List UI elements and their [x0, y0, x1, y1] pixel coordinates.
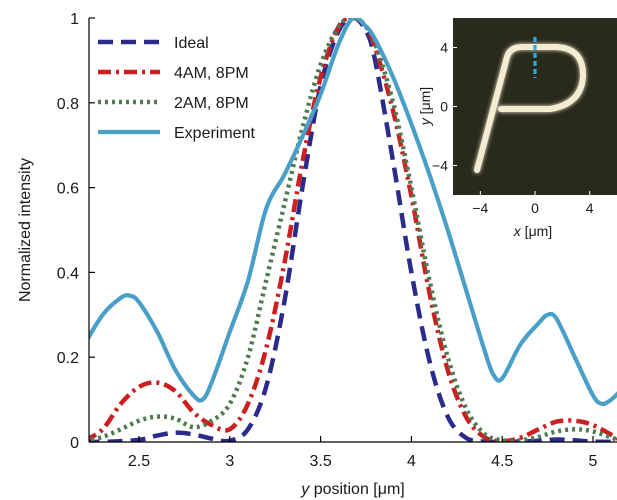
inset-ticks: −4 0 4 4 0 −4	[432, 40, 594, 217]
x-tick-label: 3.5	[309, 453, 331, 470]
legend-label-1: Ideal	[174, 35, 209, 52]
series-line-3	[89, 18, 617, 442]
inset-x-axis-label-var: x	[513, 223, 522, 239]
inset-x-tick-label: −4	[472, 200, 488, 216]
inset-x-tick-label: 0	[531, 200, 539, 216]
legend: Ideal 4AM, 8PM 2AM, 8PM Experiment	[98, 35, 255, 142]
inset-y-tick-label: 0	[440, 99, 448, 115]
y-tick-label: 1	[70, 11, 79, 28]
inset-x-axis-label: x [μm]	[513, 223, 552, 239]
x-axis-label-text: position [μm]	[309, 481, 404, 498]
ticks-layer: 2.5 3 3.5 4 4.5 5 0 0.2 0.4 0.6 0.8 1	[57, 11, 598, 470]
y-tick-label: 0.4	[57, 265, 79, 282]
inset-y-tick-label: 4	[440, 40, 448, 56]
y-axis-label: Normalized intensity	[17, 158, 34, 302]
series-layer	[89, 18, 617, 442]
y-tick-label: 0.8	[57, 96, 79, 113]
x-tick-label: 3	[225, 453, 234, 470]
x-tick-label: 4.5	[491, 453, 513, 470]
inset-y-axis-label-text: [μm]	[417, 87, 433, 118]
inset-x-tick-label: 4	[586, 200, 594, 216]
inset-image: −4 0 4 4 0 −4 x [μm] y [μm]	[417, 18, 617, 239]
x-tick-label: 4	[407, 453, 416, 470]
letter-p-glyph	[474, 44, 587, 173]
x-axis-label-var: y	[300, 481, 310, 498]
inset-y-axis-label-var: y	[417, 117, 433, 126]
legend-label-2: 4AM, 8PM	[174, 65, 249, 82]
x-tick-label: 2.5	[128, 453, 150, 470]
legend-label-3: 2AM, 8PM	[174, 95, 249, 112]
y-tick-label: 0	[70, 435, 79, 452]
inset-y-tick-label: −4	[432, 158, 448, 174]
series-line-4	[89, 18, 617, 406]
legend-label-4: Experiment	[174, 125, 255, 142]
x-axis-label: y position [μm]	[300, 481, 404, 498]
y-tick-label: 0.2	[57, 350, 79, 367]
x-tick-label: 5	[589, 453, 598, 470]
y-tick-label: 0.6	[57, 181, 79, 198]
inset-x-axis-label-text: [μm]	[521, 223, 552, 239]
inset-y-axis-label: y [μm]	[417, 87, 433, 126]
